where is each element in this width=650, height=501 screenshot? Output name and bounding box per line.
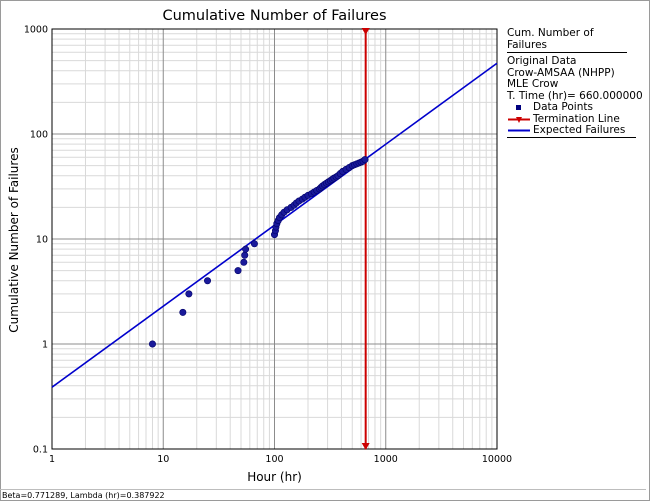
x-tick-label: 100 <box>265 454 283 465</box>
line-icon <box>508 129 530 132</box>
data-point <box>241 251 249 259</box>
plot-border <box>51 28 498 450</box>
legend-title: Cum. Number of Failures <box>507 27 627 53</box>
data-point <box>361 156 369 164</box>
legend-info-original: Original Data <box>507 55 577 67</box>
y-axis-label: Cumulative Number of Failures <box>7 147 21 333</box>
legend-info-time: T. Time (hr)= 660.000000 <box>507 89 643 102</box>
data-point <box>204 277 212 285</box>
data-point <box>250 240 258 248</box>
data-point <box>242 245 250 253</box>
x-tick-label: 1000 <box>374 454 398 465</box>
x-tick-label: 1 <box>49 454 55 465</box>
y-tick-label: 1 <box>42 340 48 351</box>
x-tick-label: 10000 <box>482 454 512 465</box>
x-tick-label: 10 <box>157 454 169 465</box>
square-marker-icon <box>516 105 521 110</box>
termination-marker-top <box>361 28 370 35</box>
data-point <box>234 267 242 275</box>
y-tick-labels: 0.1 1 10 100 1000 <box>24 25 48 456</box>
x-axis-label: Hour (hr) <box>247 470 302 484</box>
status-bar: Beta=0.771289, Lambda (hr)=0.387922 <box>0 489 646 500</box>
legend-item-termination-line: Termination Line <box>507 112 642 126</box>
data-point <box>148 340 156 348</box>
termination-line-series <box>361 28 370 450</box>
legend-item-expected-failures: Expected Failures <box>507 124 636 138</box>
data-point <box>179 308 187 316</box>
legend-label-data-points: Data Points <box>533 101 593 113</box>
data-point <box>185 290 193 298</box>
legend-label-expected-failures: Expected Failures <box>533 124 626 136</box>
legend-info-method: MLE Crow <box>507 78 559 90</box>
legend: Cum. Number of Failures Original Data Cr… <box>507 27 643 138</box>
y-tick-label: 100 <box>30 130 48 141</box>
termination-line-icon <box>508 116 530 123</box>
y-tick-label: 0.1 <box>33 445 48 456</box>
legend-info-model: Crow-AMSAA (NHPP) <box>507 66 615 79</box>
x-tick-labels: 1 10 100 1000 10000 <box>49 454 512 465</box>
major-grid <box>52 29 497 449</box>
data-points-series <box>148 156 369 348</box>
legend-item-data-points: Data Points <box>507 101 642 114</box>
data-point <box>240 258 248 266</box>
y-tick-label: 10 <box>36 235 48 246</box>
chart-title: Cumulative Number of Failures <box>162 8 387 24</box>
legend-label-termination-line: Termination Line <box>533 112 620 125</box>
y-tick-label: 1000 <box>24 25 48 36</box>
termination-marker-bottom <box>361 443 370 450</box>
